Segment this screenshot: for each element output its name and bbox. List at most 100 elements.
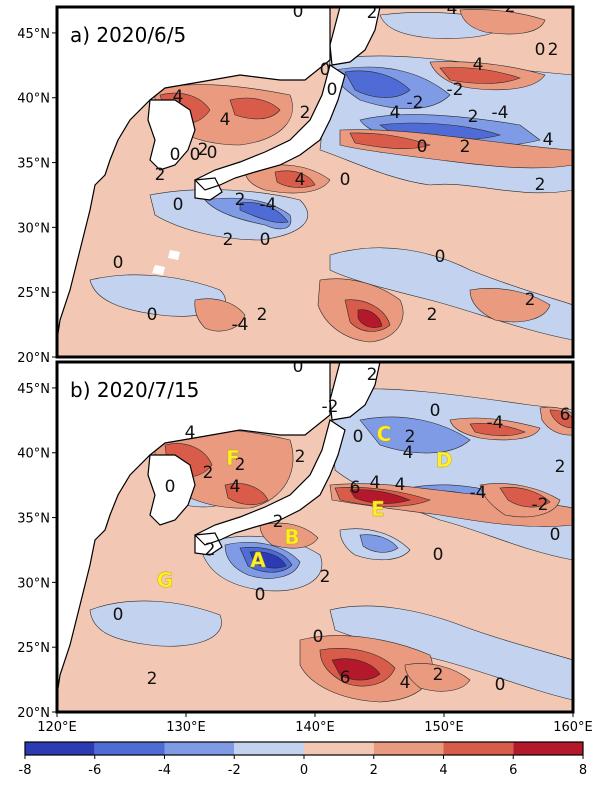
colorbar-bin [25, 742, 95, 755]
contour-label: 2 [235, 190, 246, 210]
contour-label: 4 [447, 0, 458, 19]
contour-label: 2 [525, 290, 536, 310]
lat-tick-label: 35°N [17, 157, 50, 172]
contour-label: 0 [260, 230, 271, 250]
colorbar-tick-label: 6 [509, 763, 517, 778]
contour-label: -2 [532, 495, 549, 515]
panel-b-title: b) 2020/7/15 [70, 378, 199, 402]
contour-label: 2 [205, 540, 216, 560]
contour-label: 2 [548, 40, 559, 60]
panel-a-land [57, 7, 380, 340]
contour-label: 0 [340, 170, 351, 190]
contour-label: 0 [207, 143, 218, 163]
contour-label: 0 [293, 357, 304, 377]
contour-label: 4 [543, 130, 554, 150]
contour-label: 0 [320, 60, 331, 80]
region-label-f: F [226, 446, 240, 470]
contour-label: 2 [198, 140, 209, 160]
lat-tick-label: 25°N [17, 286, 50, 301]
contour-label: 4 [185, 423, 196, 443]
contour-label: 0 [165, 477, 176, 497]
lat-tick-label: 40°N [17, 447, 50, 462]
panel-a-frame [55, 5, 575, 359]
contour-label: 4 [403, 443, 414, 463]
contour-label: 4 [173, 87, 184, 107]
contour-label: 0 [550, 525, 561, 545]
lon-tick-label: 120°E [37, 720, 77, 735]
contour-label: 2 [147, 669, 158, 689]
contour-label: 2 [257, 305, 268, 325]
panel-a-coastlines [57, 7, 381, 341]
contour-label: 0 [535, 40, 546, 60]
contour-label: 0 [353, 427, 364, 447]
contour-label: 2 [320, 567, 331, 587]
panel-b-positive-anomalies [154, 406, 573, 703]
panel-b-region-labels: AB C D E F G [157, 422, 453, 592]
lat-tick-label: 20°N [17, 351, 50, 366]
contour-label: -4 [260, 195, 277, 215]
contour-label: -2 [322, 397, 339, 417]
contour-label: 0 [417, 137, 428, 157]
contour-label: 2 [535, 175, 546, 195]
lat-tick-label: 40°N [17, 92, 50, 107]
panel-a-positive-anomalies [154, 9, 573, 343]
contour-label: 2 [433, 665, 444, 685]
contour-label: 6 [350, 478, 361, 498]
colorbar-tick-label: 0 [300, 763, 308, 778]
longitude-axis: 120°E 130°E 140°E 150°E 160°E [37, 712, 593, 735]
contour-label: 0 [113, 253, 124, 273]
colorbar-tick-label: -6 [88, 763, 101, 778]
contour-label: 6 [560, 405, 571, 425]
contour-label: 0 [313, 627, 324, 647]
colorbar-tick-label: -2 [228, 763, 241, 778]
contour-label: 2 [367, 365, 378, 385]
lon-tick-label: 140°E [295, 720, 335, 735]
contour-label: 2 [468, 107, 479, 127]
contour-label: 0 [113, 605, 124, 625]
region-label-e: E [371, 497, 385, 521]
contour-label: 2 [427, 305, 438, 325]
contour-label: 4 [473, 55, 484, 75]
contour-label: 2 [367, 3, 378, 23]
contour-label: 0 [495, 675, 506, 695]
colorbar-tick-label: -4 [158, 763, 171, 778]
contour-label: -4 [492, 103, 509, 123]
contour-label: 0 [173, 195, 184, 215]
contour-label: 0 [435, 247, 446, 267]
contour-label: 2 [555, 457, 566, 477]
lat-tick-label: 35°N [17, 512, 50, 527]
colorbar-bin [513, 742, 583, 755]
contour-label: 2 [223, 230, 234, 250]
region-label-b: B [284, 525, 299, 549]
contour-label: 4 [400, 673, 411, 693]
contour-label: 4 [295, 170, 306, 190]
contour-label: 0 [430, 401, 441, 421]
contour-label: -4 [487, 413, 504, 433]
region-label-c: C [377, 422, 392, 446]
contour-label: 4 [370, 473, 381, 493]
latitude-axis: 45°N 40°N 35°N 30°N 25°N 20°N 45°N 40°N 35°N 30°N… [17, 27, 57, 721]
lat-tick-label: 45°N [17, 27, 50, 42]
panel-a-title: a) 2020/6/5 [70, 23, 186, 47]
lon-tick-label: 130°E [166, 720, 206, 735]
lon-tick-label: 160°E [553, 720, 593, 735]
contour-label: 0 [190, 145, 201, 165]
contour-label: 0 [147, 305, 158, 325]
contour-label: 6 [340, 668, 351, 688]
colorbar-bin [443, 742, 514, 755]
contour-label: 0 [255, 585, 266, 605]
lat-tick-label: 30°N [17, 221, 50, 236]
contour-label: -2 [407, 93, 424, 113]
contour-label: 2 [405, 427, 416, 447]
contour-label: 2 [300, 103, 311, 123]
contour-label: -2 [447, 80, 464, 100]
contour-label: 0 [433, 545, 444, 565]
contour-label: -4 [470, 483, 487, 503]
contour-label: 2 [460, 137, 471, 157]
region-label-a: A [250, 548, 266, 572]
contour-label: 4 [390, 103, 401, 123]
